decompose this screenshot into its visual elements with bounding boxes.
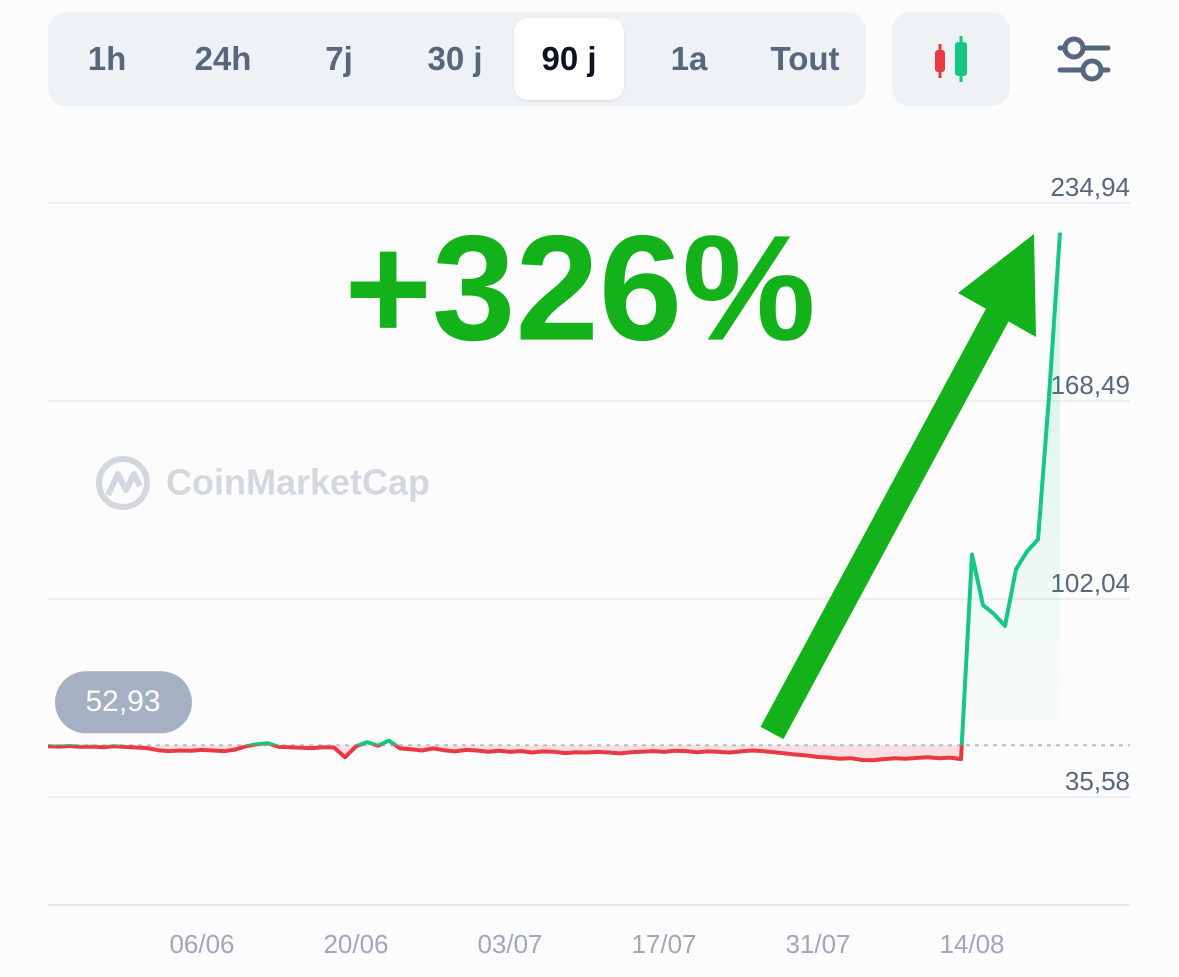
time-range-tab[interactable]: 1h: [87, 40, 127, 77]
reference-label: 52,93: [85, 685, 160, 718]
x-tick-label: 03/07: [477, 929, 542, 959]
watermark: CoinMarketCap: [96, 456, 430, 510]
x-tick-label: 14/08: [939, 929, 1004, 959]
time-range-tabs: 1h 24h 7j 30 j 90 j 1a Tout: [48, 12, 866, 106]
y-tick-label: 35,58: [1065, 766, 1130, 796]
arrow-shaft: [760, 303, 1012, 740]
x-tick-label: 17/07: [631, 929, 696, 959]
time-range-tab[interactable]: 1a: [670, 40, 708, 77]
watermark-text: CoinMarketCap: [166, 462, 430, 503]
y-tick-label: 168,49: [1050, 370, 1130, 400]
x-tick-label: 31/07: [785, 929, 850, 959]
reference-pill: [55, 671, 192, 734]
time-range-tab[interactable]: 30 j: [427, 40, 483, 77]
y-tick-label: 234,94: [1050, 172, 1130, 202]
settings-icon: [1057, 36, 1111, 82]
x-tick-label: 06/06: [169, 929, 234, 959]
x-tick-label: 20/06: [323, 929, 388, 959]
time-range-tab[interactable]: Tout: [770, 40, 840, 77]
time-range-tab[interactable]: 24h: [194, 40, 252, 77]
area-down: [48, 745, 962, 761]
price-line-down: [47, 745, 964, 763]
candle-toggle[interactable]: [892, 12, 1010, 106]
y-tick-label: 102,04: [1050, 568, 1130, 598]
arrow-head: [958, 234, 1036, 337]
time-range-tab[interactable]: 7j: [325, 40, 353, 77]
candle-icon: [935, 36, 967, 82]
settings-button[interactable]: [1024, 12, 1142, 106]
annotation: +326%: [344, 204, 815, 372]
time-range-tab[interactable]: 90 j: [514, 18, 624, 100]
